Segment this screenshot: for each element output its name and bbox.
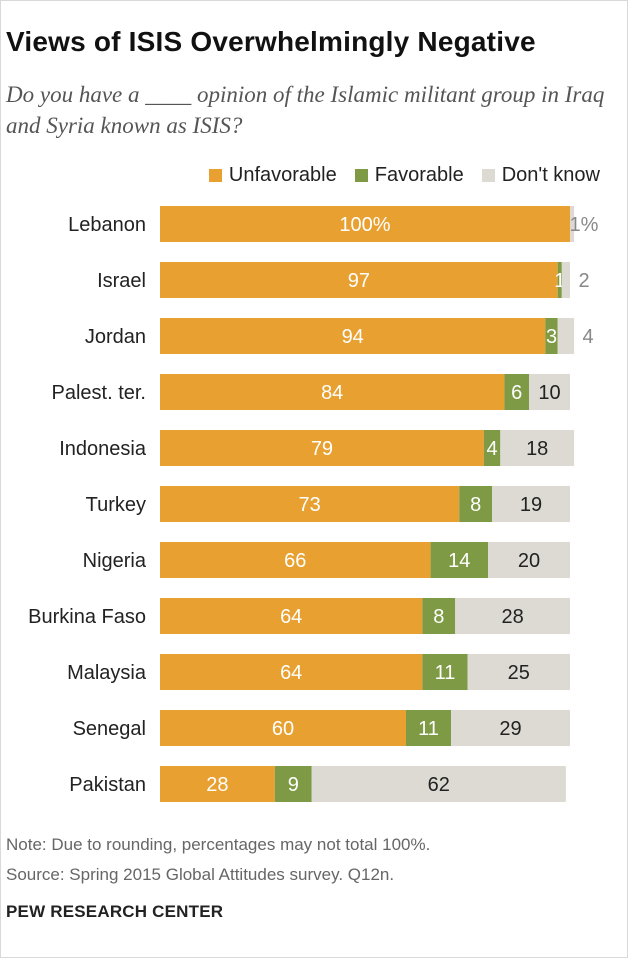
rounding-note: Note: Due to rounding, percentages may n… — [6, 835, 431, 854]
category-label-pakistan: Pakistan — [69, 774, 146, 796]
data-label-don-t-know-nigeria: 20 — [518, 550, 540, 572]
data-label-unfavorable-palest-ter: 84 — [321, 382, 343, 404]
category-label-jordan: Jordan — [85, 326, 146, 348]
notes: Note: Due to rounding, percentages may n… — [6, 830, 430, 890]
data-label-don-t-know-palest-ter: 10 — [538, 382, 560, 404]
category-label-indonesia: Indonesia — [59, 438, 147, 460]
bar-unfavorable-burkina-faso — [160, 598, 423, 634]
data-label-don-t-know-malaysia: 25 — [508, 662, 530, 684]
legend-swatch-dont-know — [481, 169, 495, 182]
data-label-unfavorable-indonesia: 79 — [311, 438, 333, 460]
data-label-don-t-know-israel: 2 — [578, 270, 589, 292]
legend-item-dont-know: Don't know — [481, 164, 600, 187]
bar-favorable-turkey — [459, 486, 493, 522]
bar-favorable-nigeria — [430, 542, 488, 578]
legend-label-dont-know: Don't know — [501, 164, 600, 186]
source-note: Source: Spring 2015 Global Attitudes sur… — [6, 865, 395, 884]
data-label-unfavorable-malaysia: 64 — [280, 662, 302, 684]
bar-unfavorable-turkey — [160, 486, 460, 522]
data-label-favorable-jordan: 3 — [546, 326, 557, 348]
bar-don-t-know-israel — [561, 262, 570, 298]
legend-swatch-unfavorable — [208, 169, 222, 182]
category-label-malaysia: Malaysia — [67, 662, 147, 684]
category-label-senegal: Senegal — [73, 718, 146, 740]
category-label-israel: Israel — [97, 270, 146, 292]
data-label-favorable-indonesia: 4 — [487, 438, 498, 460]
data-label-unfavorable-turkey: 73 — [299, 494, 321, 516]
data-label-unfavorable-pakistan: 28 — [206, 774, 228, 796]
category-label-burkina-faso: Burkina Faso — [28, 606, 146, 628]
data-label-unfavorable-senegal: 60 — [272, 718, 294, 740]
chart-subtitle: Do you have a ____ opinion of the Islami… — [6, 82, 605, 138]
bar-don-t-know-indonesia — [500, 430, 575, 466]
category-label-turkey: Turkey — [86, 494, 146, 516]
data-label-don-t-know-jordan: 4 — [583, 326, 594, 348]
chart-title: Views of ISIS Overwhelmingly Negative — [6, 26, 536, 57]
data-label-don-t-know-senegal: 29 — [499, 718, 521, 740]
category-label-lebanon: Lebanon — [68, 214, 146, 236]
data-label-don-t-know-turkey: 19 — [520, 494, 542, 516]
bar-unfavorable-israel — [160, 262, 558, 298]
bar-favorable-malaysia — [422, 654, 468, 690]
bar-don-t-know-senegal — [451, 710, 570, 746]
bar-unfavorable-malaysia — [160, 654, 423, 690]
legend-label-favorable: Favorable — [374, 164, 464, 186]
data-label-unfavorable-burkina-faso: 64 — [280, 606, 302, 628]
data-label-favorable-pakistan: 9 — [288, 774, 299, 796]
bar-unfavorable-indonesia — [160, 430, 484, 466]
bar-unfavorable-jordan — [160, 318, 546, 354]
data-label-favorable-nigeria: 14 — [448, 550, 470, 572]
data-label-unfavorable-nigeria: 66 — [284, 550, 306, 572]
data-label-don-t-know-pakistan: 62 — [428, 774, 450, 796]
data-label-don-t-know-lebanon: 1% — [570, 214, 599, 236]
bar-don-t-know-burkina-faso — [455, 598, 570, 634]
bar-don-t-know-jordan — [557, 318, 575, 354]
data-label-don-t-know-indonesia: 18 — [526, 438, 548, 460]
data-label-favorable-israel: 1 — [554, 270, 565, 292]
legend: Unfavorable Favorable Don't know — [208, 164, 600, 187]
bar-don-t-know-lebanon — [570, 206, 575, 242]
category-label-palest-ter: Palest. ter. — [52, 382, 147, 404]
bar-unfavorable-senegal — [160, 710, 406, 746]
bar-favorable-indonesia — [483, 430, 501, 466]
bar-don-t-know-malaysia — [467, 654, 570, 690]
data-label-unfavorable-jordan: 94 — [342, 326, 364, 348]
legend-item-unfavorable: Unfavorable — [208, 164, 337, 187]
organization-credit: PEW RESEARCH CENTER — [6, 902, 224, 921]
bar-don-t-know-palest-ter — [529, 374, 570, 410]
data-label-don-t-know-burkina-faso: 28 — [501, 606, 523, 628]
legend-swatch-favorable — [354, 169, 368, 182]
bar-unfavorable-nigeria — [160, 542, 431, 578]
bar-favorable-israel — [557, 262, 562, 298]
data-label-favorable-palest-ter: 6 — [511, 382, 522, 404]
legend-item-favorable: Favorable — [354, 164, 464, 187]
data-label-unfavorable-israel: 97 — [348, 270, 370, 292]
bar-don-t-know-nigeria — [488, 542, 570, 578]
data-label-favorable-burkina-faso: 8 — [433, 606, 444, 628]
legend-label-unfavorable: Unfavorable — [228, 164, 337, 186]
data-label-favorable-turkey: 8 — [470, 494, 481, 516]
bar-unfavorable-pakistan — [160, 766, 275, 802]
bar-unfavorable-lebanon — [160, 206, 570, 242]
data-label-favorable-malaysia: 11 — [435, 662, 456, 684]
bar-favorable-burkina-faso — [422, 598, 456, 634]
bar-favorable-palest-ter — [504, 374, 529, 410]
bar-don-t-know-pakistan — [311, 766, 566, 802]
bar-favorable-pakistan — [274, 766, 312, 802]
bar-don-t-know-turkey — [492, 486, 570, 522]
data-label-favorable-senegal: 11 — [418, 718, 439, 740]
data-label-unfavorable-lebanon: 100% — [339, 214, 390, 236]
bar-favorable-jordan — [545, 318, 558, 354]
category-label-nigeria: Nigeria — [83, 550, 147, 572]
bar-favorable-senegal — [406, 710, 452, 746]
bar-unfavorable-palest-ter — [160, 374, 505, 410]
